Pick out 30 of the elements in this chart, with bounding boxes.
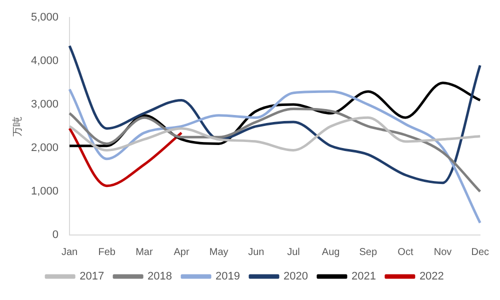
legend-label: 2017 [80,270,104,283]
line-series [68,88,482,224]
legend-label: 2022 [419,270,444,283]
x-tick-label: Nov [434,246,452,258]
line-series [68,116,482,152]
y-tick-label: 5,000 [30,12,59,24]
line-series [68,44,482,184]
y-tick-label: 1,000 [30,186,59,198]
x-tick-label: Feb [98,246,116,258]
y-axis-title: 万吨 [12,116,24,136]
y-tick-label: 3,000 [30,98,59,111]
x-tick-label: Jan [61,246,78,258]
legend-label: 2020 [284,270,308,283]
x-tick-label: Apr [174,246,190,258]
x-tick-label: Aug [322,246,340,258]
legend-label: 2019 [216,270,240,283]
x-tick-label: Sep [359,246,378,258]
x-tick-label: Jun [248,246,264,258]
x-tick-label: Jul [287,246,300,258]
line-series [68,127,183,188]
y-tick-label: 4,000 [30,55,59,68]
x-tick-label: Dec [471,246,490,258]
line-series [68,108,482,193]
x-tick-label: Oct [398,246,414,258]
y-tick-label: 2,000 [30,142,59,154]
x-tick-label: May [209,246,228,258]
y-tick-label: 0 [52,229,59,242]
legend-label: 2021 [351,270,376,283]
legend-label: 2018 [148,270,172,283]
x-tick-label: Mar [136,246,154,258]
